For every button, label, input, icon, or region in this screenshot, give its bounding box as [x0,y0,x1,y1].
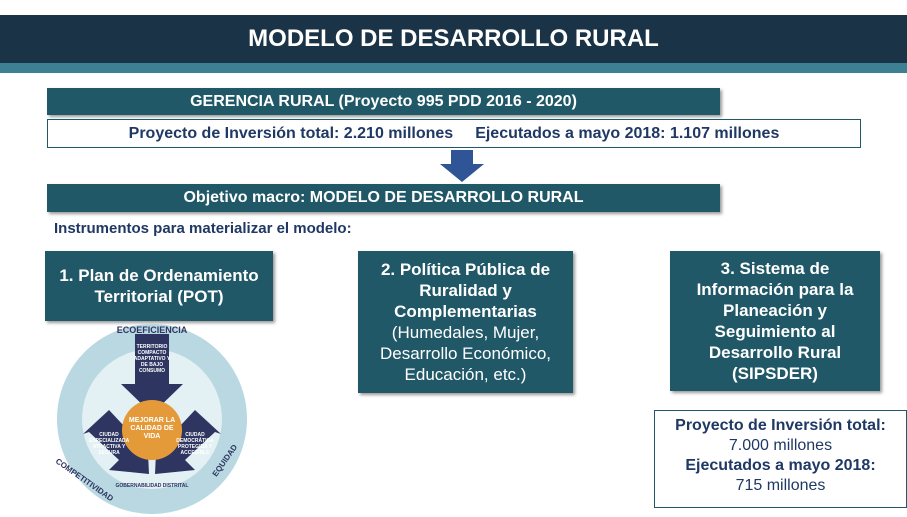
instrument-box: 1. Plan de Ordenamiento Territorial (POT… [45,251,273,321]
arrow-label: CIUDAD DEMOCRÁTICA PROTEGIDA Y ACCESIBLE [175,432,215,456]
title: MODELO DE DESARROLLO RURAL [248,25,659,53]
instrument-box: 3. Sistema de Información para la Planea… [670,251,880,391]
instruments-label: Instrumentos para materializar el modelo… [54,220,352,237]
label: Ejecutados a mayo 2018: [655,456,906,476]
instrument-title: 1. Plan de Ordenamiento Territorial (POT… [53,265,265,307]
value: 715 millones [655,476,906,496]
arrow-label: TERRITORIO COMPACTO ADAPTATIVO Y DE BAJO… [133,344,171,374]
pot-diagram: MEJORAR LA CALIDAD DE VIDA TERRITORIO CO… [45,322,260,517]
investment: Proyecto de Inversión total: 2.210 millo… [129,125,454,143]
instrument-title: 2. Política Pública de Ruralidad y Compl… [366,259,565,322]
objective: Objetivo macro: MODELO DE DESARROLLO RUR… [47,184,720,212]
header-strip [0,63,907,73]
center-label: MEJORAR LA CALIDAD DE VIDA [125,417,179,441]
down-arrow [440,150,484,182]
bottom-label: GOBERNABILIDAD DISTRITAL [116,483,189,489]
executed: Ejecutados a mayo 2018: 1.107 millones [475,125,779,143]
label: Proyecto de Inversión total: [655,416,906,436]
instrument-box: 2. Política Pública de Ruralidad y Compl… [358,251,573,393]
header: MODELO DE DESARROLLO RURAL [0,15,907,63]
slide: MODELO DE DESARROLLO RURAL GERENCIA RURA… [0,0,907,517]
instrument-title: 3. Sistema de Información para la Planea… [678,258,872,384]
value: 7.000 millones [655,436,906,456]
gerencia-budget: Proyecto de Inversión total: 2.210 millo… [47,119,861,148]
arrow-label: CIUDAD ESPECIALIZADA ATRACTIVA Y SEGURA [89,432,129,456]
top-label: ECOEFICIENCIA [117,325,188,335]
sipsder-budget: Proyecto de Inversión total: 7.000 millo… [654,410,907,508]
gerencia-title: GERENCIA RURAL (Proyecto 995 PDD 2016 - … [47,88,720,115]
instrument-detail: (Humedales, Mujer, Desarrollo Económico,… [366,322,565,385]
